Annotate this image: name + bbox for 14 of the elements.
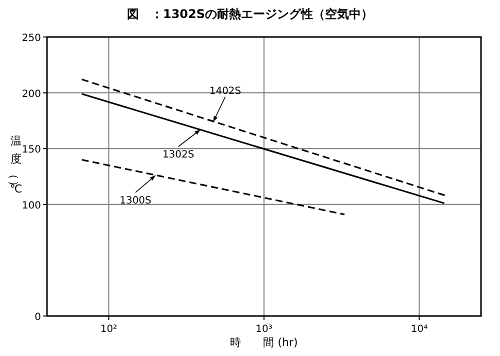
y-tick-label: 0 [34,312,41,323]
annotation: 1302S [162,150,194,161]
x-tick-label: 10³ [256,324,272,335]
x-tick-label: 10⁴ [410,324,428,335]
y-tick-label: 100 [22,200,41,212]
annotation: 1402S [209,86,242,97]
y-axis-title: 温度（℃） [8,134,22,196]
chart-title: 図 ：1302Sの耐熱エージング性（空気中） [126,7,374,21]
x-axis-title: 時 間 (hr) [230,336,298,349]
x-tick-label: 10² [100,324,118,335]
y-tick-label: 150 [22,144,41,156]
y-tick-label: 250 [22,33,41,44]
annotation: 1300S [120,195,152,206]
y-tick-label: 200 [22,88,41,100]
